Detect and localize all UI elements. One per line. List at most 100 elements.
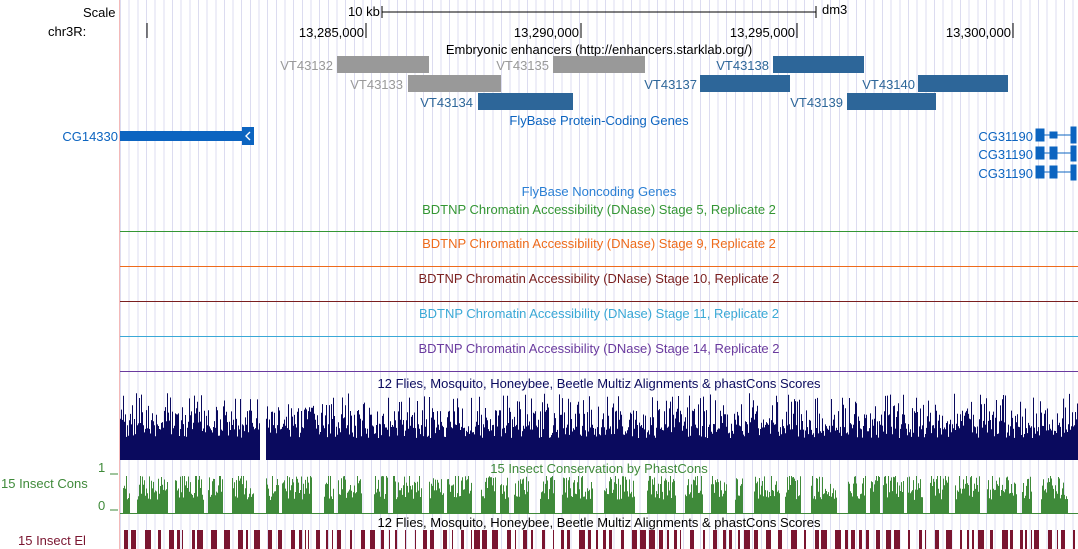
gene-models-cg31190[interactable] [1034,126,1078,184]
track-title-dnase-stage14[interactable]: BDTNP Chromatin Accessibility (DNase) St… [418,341,780,356]
ruler-ticks [146,23,1014,38]
conserved-element [268,530,272,549]
conserved-element [211,530,217,549]
conserved-element [389,530,390,549]
multiz-signal [120,393,1078,460]
conserved-element [632,530,637,549]
dnase-signal-stage10[interactable] [120,301,1078,302]
enhancer-label[interactable]: VT43138 [716,58,769,73]
track-title-insect-elements[interactable]: 12 Flies, Mosquito, Honeybee, Beetle Mul… [377,515,821,530]
scale-label: Scale [83,5,116,20]
conserved-element [238,530,243,549]
dnase-signal-stage5[interactable] [120,231,1078,232]
gene-feature[interactable] [242,127,254,145]
conserved-element [299,530,302,549]
gene-label[interactable]: CG31190 [978,129,1033,144]
conserved-element [471,530,472,549]
conserved-element [246,530,248,549]
enhancer-feature[interactable] [700,75,790,92]
enhancer-label[interactable]: VT43132 [280,58,333,73]
gene-feature[interactable] [120,131,242,141]
conserved-element [851,530,855,549]
enhancer-label[interactable]: VT43140 [862,77,915,92]
enhancer-label[interactable]: VT43135 [496,58,549,73]
cons-signal [123,476,1068,514]
enhancer-feature[interactable] [773,56,864,73]
conserved-element [596,530,598,549]
dnase-signal-stage14[interactable] [120,371,1078,372]
conserved-element [876,530,880,549]
conserved-element [308,530,309,549]
track-title-dnase-stage11[interactable]: BDTNP Chromatin Accessibility (DNase) St… [418,306,780,321]
conserved-element [1020,530,1023,549]
gene-label[interactable]: CG14330 [62,129,118,144]
insect-cons-plot[interactable] [120,474,1078,514]
conserved-element [430,530,434,549]
conserved-element [1073,530,1075,549]
track-title-insect-cons[interactable]: 15 Insect Conservation by PhastCons [490,461,708,476]
conserved-element [729,530,732,549]
gene-label[interactable]: CG31190 [978,166,1033,181]
conserved-element [603,530,606,549]
conserved-element [978,530,984,549]
conserved-element [649,530,655,549]
enhancer-label[interactable]: VT43134 [420,95,473,110]
conserved-element [960,530,962,549]
conserved-element [919,530,922,549]
elements-side-label[interactable]: 15 Insect El [18,533,86,548]
track-title-dnase-stage9[interactable]: BDTNP Chromatin Accessibility (DNase) St… [422,236,776,251]
conserved-element [894,530,900,549]
conserved-element [423,530,427,549]
dnase-signal-stage11[interactable] [120,336,1078,337]
track-title-flybase-noncoding[interactable]: FlyBase Noncoding Genes [521,184,677,199]
conserved-element [886,530,891,549]
insect-elements-plot[interactable] [120,530,1078,549]
track-title-dnase-stage10[interactable]: BDTNP Chromatin Accessibility (DNase) St… [418,271,780,286]
enhancer-label[interactable]: VT43133 [350,77,403,92]
conserved-element [766,530,771,549]
track-title-enhancers[interactable]: Embryonic enhancers (http://enhancers.st… [445,42,753,57]
conserved-element [131,530,136,549]
multiz-conservation-plot[interactable] [120,392,1078,460]
conserved-element [1025,530,1027,549]
enhancer-feature[interactable] [478,93,573,110]
enhancer-label[interactable]: VT43137 [644,77,697,92]
conserved-element [640,530,646,549]
conserved-element [1002,530,1008,549]
conserved-element [967,530,969,549]
conserved-element [177,530,180,549]
conserved-element [515,530,516,549]
conserved-element [370,530,375,549]
conserved-element [337,530,341,549]
conserved-element [1061,530,1065,549]
gene-label[interactable]: CG31190 [978,147,1033,162]
cons-axis-min: 0 [98,498,106,513]
track-title-dnase-stage5[interactable]: BDTNP Chromatin Accessibility (DNase) St… [422,202,776,217]
conserved-element [866,530,869,549]
enhancer-feature[interactable] [337,56,429,73]
enhancer-feature[interactable] [553,56,645,73]
conserved-element [690,530,694,549]
conserved-element [326,530,328,549]
conserved-element [332,530,333,549]
conserved-element [579,530,585,549]
conserved-element [381,530,384,549]
track-left-edge [119,0,120,549]
cons-side-label[interactable]: 15 Insect Cons [1,476,88,491]
conserved-element [588,530,591,549]
conserved-element [278,530,282,549]
enhancer-feature[interactable] [918,75,1008,92]
conserved-element [224,530,230,549]
track-title-flybase-coding[interactable]: FlyBase Protein-Coding Genes [509,113,689,128]
conserved-element [492,530,498,549]
enhancer-feature[interactable] [847,93,936,110]
conserved-element [507,530,511,549]
conserved-element [452,530,453,549]
scale-value: 10 kb [348,4,380,19]
conserved-element [291,530,295,549]
dnase-signal-stage9[interactable] [120,266,1078,267]
enhancer-feature[interactable] [408,75,501,92]
enhancer-label[interactable]: VT43139 [790,95,843,110]
track-title-multiz[interactable]: 12 Flies, Mosquito, Honeybee, Beetle Mul… [377,376,821,391]
